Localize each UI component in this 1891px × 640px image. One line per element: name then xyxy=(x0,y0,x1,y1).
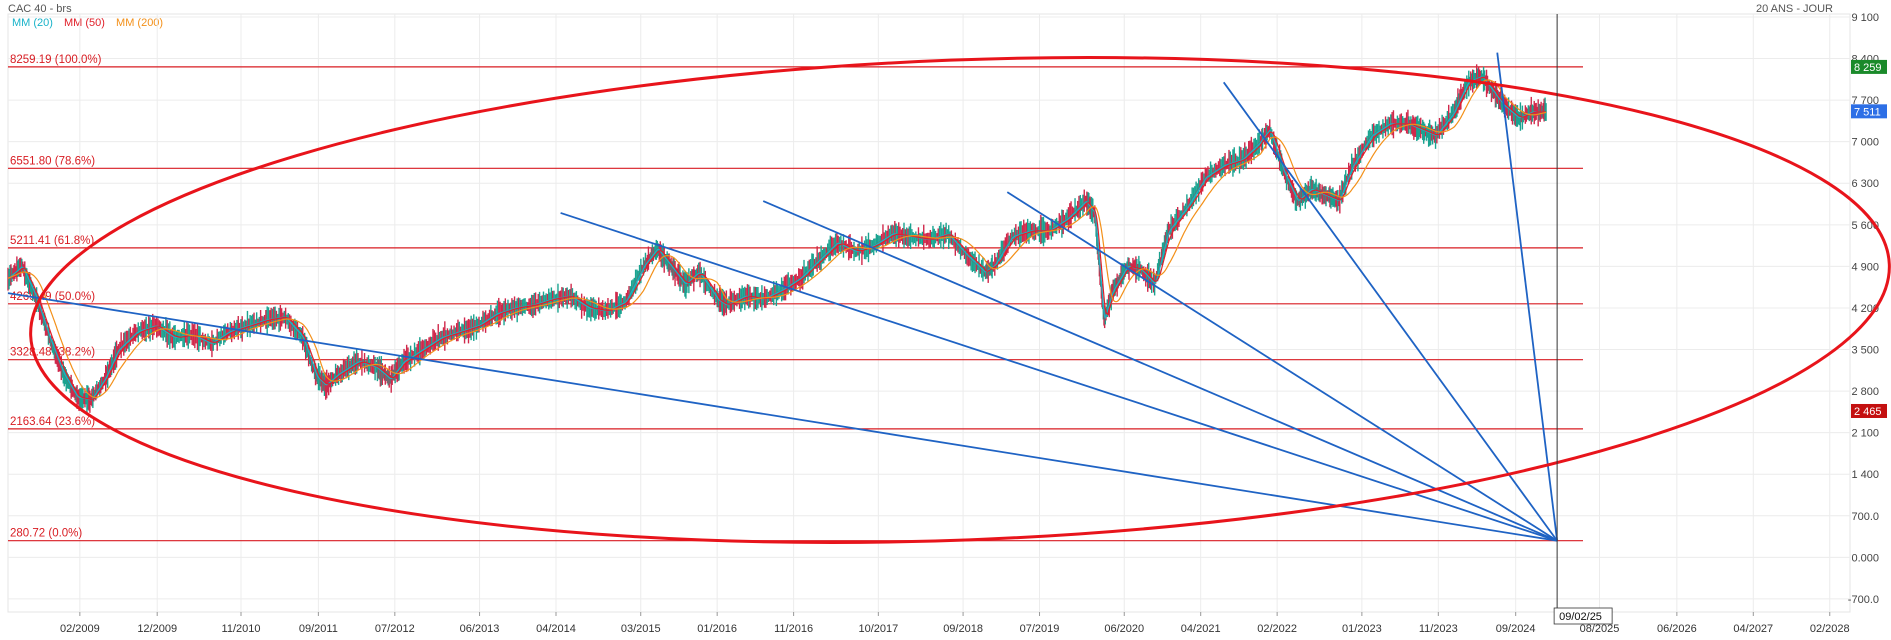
moving-average-line xyxy=(7,79,1547,399)
price-badge-box xyxy=(1851,59,1887,74)
x-tick-label: 12/2009 xyxy=(137,623,177,635)
x-tick-label: 02/2009 xyxy=(60,623,100,635)
fan-line xyxy=(560,212,1558,542)
y-tick-label: 9 100 xyxy=(1851,12,1879,24)
y-tick-label: -700.0 xyxy=(1848,594,1879,606)
price-badge-box xyxy=(1851,104,1887,119)
fib-level-label: 8259.19 (100.0%) xyxy=(10,54,102,66)
x-tick-label: 06/2013 xyxy=(460,623,500,635)
y-tick-label: 2 100 xyxy=(1851,428,1879,440)
legend-item-mm20: MM (20) xyxy=(12,17,53,29)
chart-title: CAC 40 - brs xyxy=(8,3,72,15)
x-tick-label: 08/2025 xyxy=(1580,623,1620,635)
legend-item-mm200: MM (200) xyxy=(116,17,164,29)
y-tick-label: 0.000 xyxy=(1851,552,1879,564)
x-tick-label: 03/2015 xyxy=(621,623,661,635)
price-line xyxy=(7,75,1547,401)
x-tick-label: 06/2026 xyxy=(1657,623,1697,635)
fan-line xyxy=(1222,81,1558,542)
price-badge-box xyxy=(1851,403,1887,418)
moving-average-line xyxy=(7,76,1547,401)
x-tick-label: 09/2018 xyxy=(943,623,983,635)
y-tick-label: 700.0 xyxy=(1851,511,1879,523)
y-tick-label: 6 300 xyxy=(1851,178,1879,190)
fan-line xyxy=(1496,52,1559,541)
fan-line xyxy=(7,292,1558,542)
price-badge-label: 7 511 xyxy=(1854,106,1881,118)
x-tick-label: 02/2022 xyxy=(1257,623,1297,635)
legend: MM (20) MM (50) MM (200) xyxy=(12,17,171,29)
fan-line xyxy=(762,200,1558,542)
plot-frame xyxy=(7,13,1851,613)
x-tick-label: 11/2016 xyxy=(774,623,813,635)
x-tick-label: 01/2023 xyxy=(1342,623,1382,635)
x-tick-label: 06/2020 xyxy=(1104,623,1144,635)
x-tick-label: 11/2010 xyxy=(222,623,261,635)
cursor-label-box xyxy=(1553,607,1613,625)
y-tick-label: 7 700 xyxy=(1851,95,1879,107)
x-tick-label: 04/2014 xyxy=(536,623,576,635)
fib-level-label: 280.72 (0.0%) xyxy=(10,528,82,540)
x-tick-label: 02/2028 xyxy=(1810,623,1850,635)
y-tick-label: 3 500 xyxy=(1851,345,1879,357)
x-tick-label: 09/2011 xyxy=(299,623,338,635)
x-tick-label: 07/2012 xyxy=(375,623,415,635)
cursor-label: 09/02/25 xyxy=(1559,611,1602,623)
fib-level-label: 5211.41 (61.8%) xyxy=(10,235,94,247)
y-tick-label: 7 000 xyxy=(1851,137,1879,149)
ellipse-annotation xyxy=(29,56,1891,544)
fib-level-label: 6551.80 (78.6%) xyxy=(10,155,95,167)
price-badge-label: 8 259 xyxy=(1854,62,1882,74)
fib-level-label: 2163.64 (23.6%) xyxy=(10,416,95,428)
x-tick-label: 07/2019 xyxy=(1020,623,1060,635)
y-tick-label: 2 800 xyxy=(1851,386,1879,398)
x-tick-label: 11/2023 xyxy=(1419,623,1458,635)
fan-line xyxy=(1006,191,1558,542)
x-tick-label: 01/2016 xyxy=(697,623,737,635)
x-tick-label: 10/2017 xyxy=(858,623,898,635)
legend-item-mm50: MM (50) xyxy=(64,17,105,29)
y-tick-label: 1 400 xyxy=(1851,469,1879,481)
x-tick-label: 04/2021 xyxy=(1181,623,1221,635)
chart-period: 20 ANS - JOUR xyxy=(1755,3,1833,15)
y-tick-label: 4 900 xyxy=(1851,261,1879,273)
price-badge-label: 2 465 xyxy=(1854,406,1882,418)
x-tick-label: 09/2024 xyxy=(1496,623,1536,635)
moving-average-line xyxy=(7,76,1547,401)
x-tick-label: 04/2027 xyxy=(1733,623,1773,635)
